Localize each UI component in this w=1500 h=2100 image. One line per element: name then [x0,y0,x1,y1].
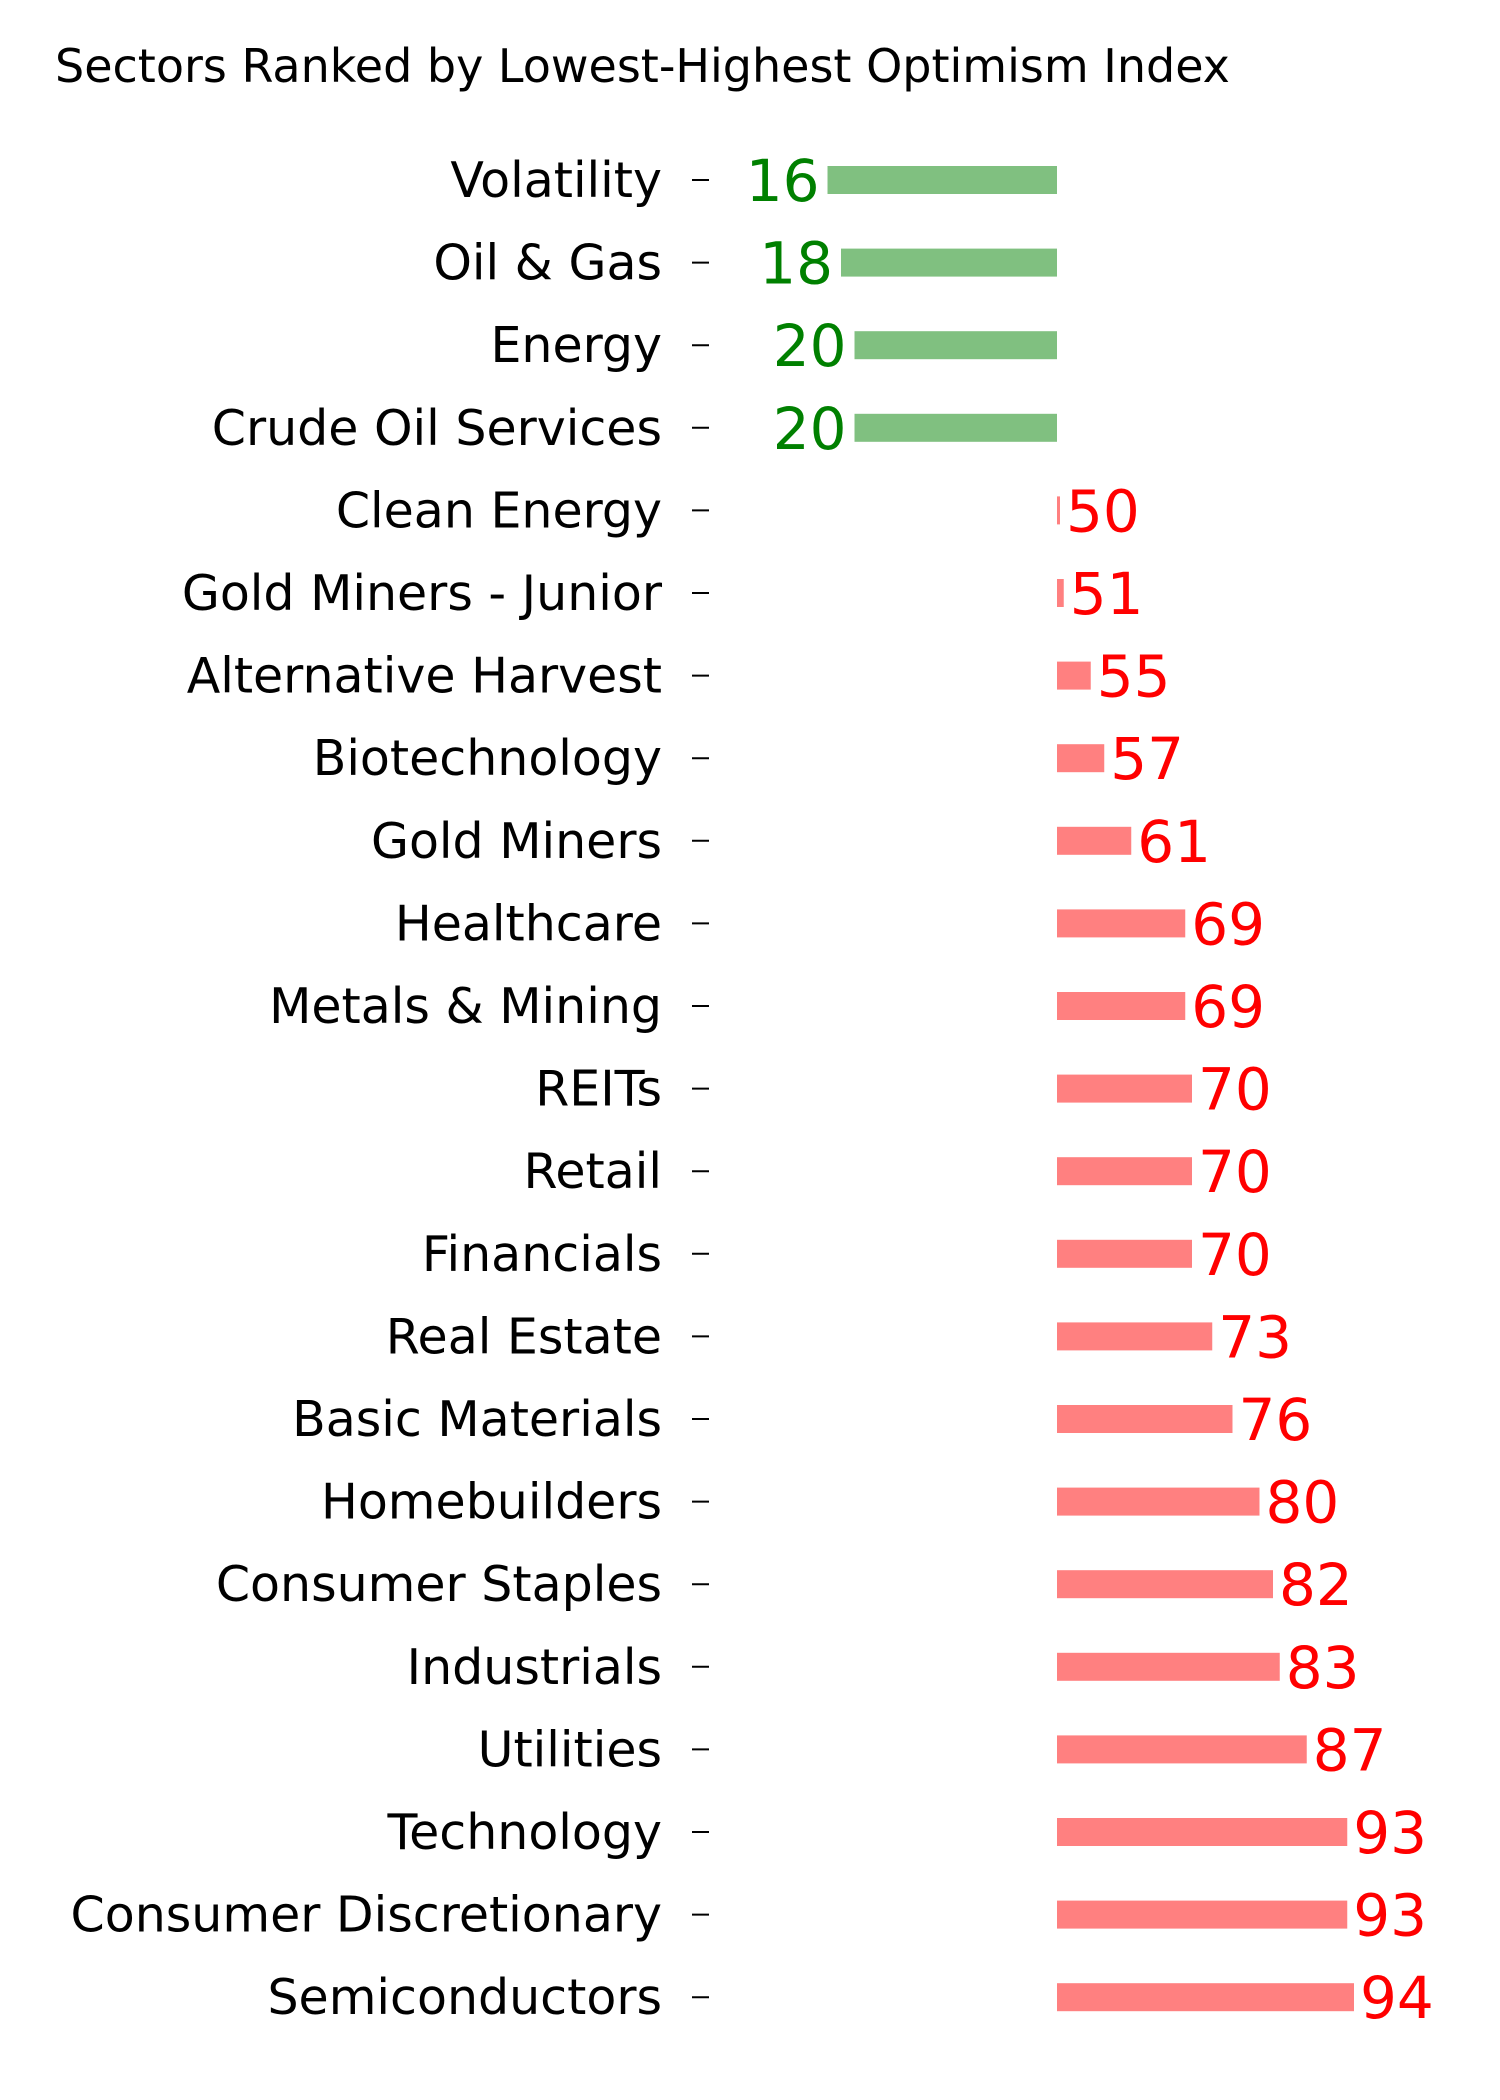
bar [827,166,1057,194]
category-label: Basic Materials [292,1391,662,1448]
value-label: 20 [773,395,847,463]
category-label: Real Estate [386,1308,662,1365]
bar [1057,1983,1354,2012]
category-label: Oil & Gas [433,235,662,292]
category-label: Alternative Harvest [187,648,662,705]
category-label: Consumer Staples [216,1556,662,1613]
value-label: 82 [1279,1551,1353,1619]
category-label: Energy [490,317,662,374]
bar [1057,1239,1192,1268]
value-label: 51 [1070,560,1144,628]
chart-rows: Volatility 16 Oil & Gas 18 Energy 20 Crude Oil… [71,147,1434,2032]
bar [1057,1652,1280,1681]
category-label: Healthcare [395,895,662,952]
value-label: 93 [1353,1882,1427,1950]
category-label: Retail [524,1143,662,1200]
bar [841,248,1057,277]
value-label: 57 [1110,725,1184,793]
category-label: Metals & Mining [269,978,662,1035]
category-label: Biotechnology [313,730,662,787]
value-label: 61 [1137,808,1211,876]
value-label: 69 [1191,973,1265,1041]
value-label: 18 [759,230,833,298]
category-label: Crude Oil Services [212,400,662,457]
category-label: Financials [422,1226,662,1283]
category-label: Gold Miners - Junior [182,565,663,622]
bar [1057,1487,1260,1516]
category-label: Semiconductors [267,1969,662,2026]
bar [1057,1405,1233,1433]
category-label: Clean Energy [336,482,662,539]
bar [1057,1322,1213,1351]
value-label: 70 [1198,1138,1272,1206]
bar [1057,1735,1307,1764]
category-label: Gold Miners [371,813,662,870]
bar [1057,1900,1348,1929]
value-label: 55 [1097,643,1171,711]
category-label: REITs [535,1061,662,1118]
value-label: 50 [1066,477,1140,545]
bar [1057,661,1091,690]
bar [854,331,1057,360]
category-label: Homebuilders [321,1474,662,1531]
chart-title: Sectors Ranked by Lowest-Highest Optimis… [55,39,1230,93]
value-label: 20 [773,312,847,380]
bar [1057,826,1132,855]
value-label: 16 [746,147,820,215]
value-label: 70 [1198,1056,1272,1124]
value-label: 94 [1360,1964,1434,2032]
bar [1057,496,1060,525]
value-label: 80 [1266,1469,1340,1537]
bar [854,413,1057,442]
category-label: Utilities [478,1721,662,1778]
bar [1057,579,1064,607]
bar [1057,1074,1192,1103]
value-label: 83 [1286,1634,1360,1702]
value-label: 93 [1353,1799,1427,1867]
value-label: 87 [1313,1716,1387,1784]
category-label: Consumer Discretionary [71,1887,663,1944]
value-label: 76 [1239,1386,1313,1454]
bar [1057,909,1186,938]
bar [1057,1570,1273,1599]
bar [1057,992,1186,1020]
category-label: Industrials [407,1639,662,1696]
value-label: 69 [1191,890,1265,958]
value-label: 73 [1218,1303,1292,1371]
value-label: 70 [1198,1221,1272,1289]
bar [1057,1818,1348,1846]
bar [1057,744,1105,773]
bar [1057,1157,1192,1186]
category-label: Volatility [450,152,662,209]
category-label: Technology [387,1804,662,1861]
